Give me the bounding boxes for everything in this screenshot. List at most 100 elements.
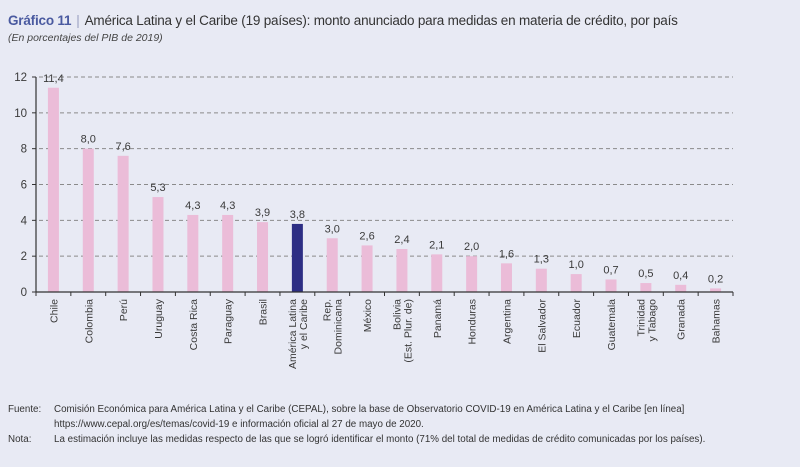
- value-label: 0,5: [638, 268, 653, 280]
- x-tick-label-line: Bolivia: [391, 299, 403, 330]
- x-tick-label-line: Dominicana: [333, 299, 345, 355]
- x-tick-label-line: Ecuador: [571, 298, 583, 338]
- value-label: 8,0: [81, 134, 96, 146]
- x-tick-label-line: Colombia: [83, 299, 95, 344]
- bar: [187, 214, 199, 292]
- value-label: 4,3: [220, 200, 235, 212]
- x-tick-label-line: Panamá: [432, 299, 444, 338]
- x-tick-label-line: Trinidad: [635, 299, 647, 337]
- bar: [570, 274, 582, 292]
- x-tick-label: Costa Rica: [188, 299, 200, 351]
- value-label: 5,3: [150, 182, 165, 194]
- y-tick-label: 0: [21, 287, 27, 299]
- source-text-continued: https://www.cepal.org/es/temas/covid-19 …: [54, 419, 424, 430]
- x-axis-labels: Chile Colombia Perú Uruguay Costa Rica Paragu…: [48, 298, 722, 369]
- y-axis-ticks: 0 2 4 6 8 10 12: [14, 72, 36, 299]
- value-label: 3,9: [255, 207, 270, 219]
- axes: [35, 77, 734, 296]
- bar: [117, 155, 129, 292]
- x-tick-label: Ecuador: [571, 298, 583, 338]
- bar: [222, 214, 234, 292]
- x-tick-label-line: América Latina: [287, 299, 299, 369]
- value-label: 1,6: [499, 248, 514, 260]
- x-tick-label-line: (Est. Plur. de): [402, 299, 414, 363]
- x-tick-label-line: El Salvador: [536, 299, 548, 353]
- value-label: 4,3: [185, 200, 200, 212]
- x-tick-label-line: Rep.: [322, 299, 334, 321]
- value-label: 11,4: [43, 73, 64, 85]
- bar-chart: 0 2 4 6 8 10 12 11,4 8,0 7,6 5,3 4,3 4,3 3,9 3,8 3,0 2,…: [14, 72, 734, 369]
- value-label: 0,4: [673, 270, 688, 282]
- bar: [291, 223, 303, 292]
- x-tick-label-line: Perú: [118, 299, 130, 321]
- y-tick-label: 12: [14, 72, 27, 84]
- y-tick-label: 4: [21, 215, 28, 227]
- x-tick-label: Honduras: [467, 299, 479, 345]
- x-tick-label: Argentina: [501, 299, 513, 344]
- note-label: Nota:: [8, 434, 32, 445]
- bar: [640, 283, 652, 292]
- chart-title: Gráfico 11 | América Latina y el Caribe (1…: [8, 13, 678, 28]
- x-tick-label: Granada: [676, 299, 688, 340]
- source-label: Fuente:: [8, 404, 42, 415]
- x-tick-label: Paraguay: [223, 298, 235, 344]
- value-label: 0,7: [603, 264, 618, 276]
- x-tick-label-line: Argentina: [501, 299, 513, 344]
- x-tick-label: Panamá: [432, 299, 444, 338]
- title-separator: |: [76, 13, 80, 28]
- value-label: 2,0: [464, 241, 479, 253]
- x-tick-label-line: Guatemala: [606, 299, 618, 351]
- bar: [152, 197, 164, 292]
- bars: [47, 87, 722, 292]
- x-tick-label: Perú: [118, 299, 130, 321]
- x-tick-label-line: y Tabago: [646, 299, 658, 342]
- x-tick-label-line: Costa Rica: [188, 299, 200, 351]
- x-tick-label: Brasil: [258, 299, 270, 325]
- gridlines: [39, 76, 733, 257]
- note-text: La estimación incluye las medidas respec…: [54, 434, 706, 445]
- value-label: 3,8: [290, 209, 305, 221]
- bar: [431, 254, 443, 292]
- x-tick-label-line: Chile: [48, 299, 60, 323]
- value-label: 7,6: [115, 141, 130, 153]
- value-label: 1,3: [534, 254, 549, 266]
- x-tick-label: Rep.Dominicana: [322, 299, 345, 355]
- x-tick-label-line: Honduras: [467, 299, 479, 345]
- x-tick-label: Guatemala: [606, 299, 618, 351]
- value-label: 2,1: [429, 239, 444, 251]
- x-tick-label: Bolivia(Est. Plur. de): [391, 299, 414, 363]
- x-tick-label: Trinidady Tabago: [635, 299, 658, 342]
- y-tick-label: 6: [21, 180, 27, 192]
- bar: [500, 263, 512, 292]
- bar: [535, 268, 547, 292]
- title-text: América Latina y el Caribe (19 países): …: [84, 13, 678, 28]
- source-text: Comisión Económica para América Latina y…: [54, 404, 685, 415]
- bar: [605, 279, 617, 292]
- x-tick-label-line: Granada: [676, 299, 688, 340]
- x-tick-label: México: [362, 299, 374, 332]
- x-tick-label-line: y el Caribe: [298, 299, 310, 349]
- value-label: 2,6: [359, 230, 374, 242]
- value-label: 1,0: [569, 259, 584, 271]
- chart-subtitle: (En porcentajes del PIB de 2019): [8, 32, 163, 44]
- figure-number: Gráfico 11: [8, 13, 72, 28]
- x-tick-label-line: México: [362, 299, 374, 332]
- value-label: 0,2: [708, 273, 723, 285]
- value-label: 3,0: [325, 223, 340, 235]
- x-tick-label: Chile: [48, 299, 60, 323]
- x-tick-label: El Salvador: [536, 299, 548, 353]
- x-tick-label: Bahamas: [711, 299, 723, 343]
- x-tick-label-line: Uruguay: [153, 298, 165, 338]
- bar: [361, 245, 373, 292]
- y-tick-label: 8: [21, 144, 27, 156]
- value-label: 2,4: [394, 234, 409, 246]
- y-tick-label: 10: [14, 108, 27, 120]
- footer: Fuente: Comisión Económica para América …: [8, 402, 705, 447]
- bar: [326, 238, 338, 292]
- bar: [675, 284, 687, 292]
- y-tick-label: 2: [21, 251, 27, 263]
- bar: [710, 288, 722, 292]
- bar: [82, 148, 94, 292]
- bar: [47, 87, 59, 292]
- x-tick-label: Uruguay: [153, 298, 165, 338]
